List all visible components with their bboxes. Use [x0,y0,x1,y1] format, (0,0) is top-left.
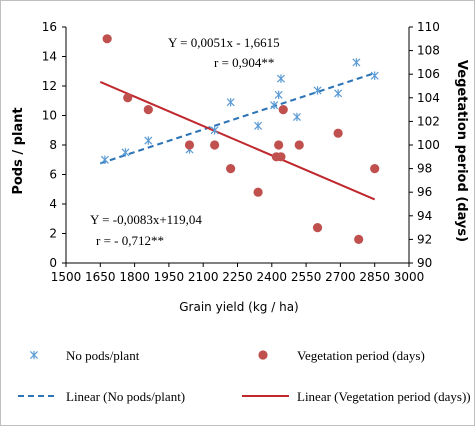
legend-marker-veg [258,350,268,360]
y-left-tick-label: 16 [42,20,57,34]
vegetation-point [333,128,343,138]
x-tick-label: 2550 [291,270,322,284]
pods-point [276,74,285,83]
vegetation-point [274,140,284,150]
x-tick-label: 1500 [51,270,82,284]
vegetation-point [294,140,304,150]
trendline-vegetation [99,81,376,201]
pods-point [270,100,279,110]
y-right-tick-label: 98 [417,162,432,176]
vegetation-point [184,140,195,150]
x-tick-label: 2250 [222,270,253,284]
y-left-tick-label: 6 [49,168,57,182]
y-right-tick-label: 96 [417,185,432,199]
y-left-tick-label: 0 [49,256,57,270]
vegetation-point [210,140,220,150]
pods-point [274,90,283,100]
x-axis-title: Grain yield (kg / ha) [179,300,298,314]
pods-point [292,112,301,122]
y-right-tick-label: 102 [417,114,440,128]
vegetation-point [278,105,288,115]
vegetation-point [123,93,133,103]
pods-point [210,126,219,135]
pods-point [313,86,322,95]
y-right-tick-label: 100 [417,138,440,152]
trendline-pods [99,72,376,165]
veg-r: r = - 0,712** [96,233,164,248]
veg-equation: Y = -0,0083x+119,04 [90,212,202,227]
legend-label-pods: No pods/plant [66,348,140,363]
vegetation-point [276,152,286,162]
x-tick-label: 2700 [325,270,356,284]
markers [100,34,380,244]
y-right-tick-label: 92 [417,232,432,246]
x-tick-label: 2850 [359,270,390,284]
legend: No pods/plant Vegetation period (days) L… [18,348,471,404]
trendlines [99,72,376,201]
pods-point [370,71,379,80]
y-left-tick-label: 2 [49,227,57,241]
y-right-tick-label: 110 [417,20,440,34]
y-right-tick-label: 104 [417,91,440,105]
pods-r: r = 0,904** [214,55,274,70]
pods-point [226,98,235,107]
vegetation-point [253,187,263,197]
x-tick-label: 2100 [188,270,219,284]
legend-asterisk [29,350,39,360]
pods-point [352,58,361,67]
legend-marker-pods [29,350,39,360]
y-left-axis-title: Pods / plant [11,107,26,194]
pods-point [254,121,263,131]
y-left-tick-label: 10 [42,109,57,123]
pods-point [144,136,153,145]
y-right-tick-label: 90 [417,256,432,270]
y-left-tick-label: 12 [42,79,57,93]
pods-point [334,89,343,98]
x-tick-label: 1800 [119,270,150,284]
vegetation-point [312,223,323,233]
legend-label-linear-pods: Linear (No pods/plant) [66,389,185,404]
legend-label-linear-veg: Linear (Vegetation period (days)) [297,389,471,404]
y-left-tick-label: 8 [49,138,57,152]
pods-equation: Y = 0,0051x - 1,6615 [168,35,280,50]
vegetation-point [354,234,364,244]
vegetation-point [102,34,112,44]
ticks: 1500 1650 1800 1950 2100 2250 2400 2550 2700 2850… [42,20,440,284]
y-left-tick-label: 14 [42,50,57,64]
y-right-axis-title: Vegetation period (days) [454,60,469,242]
equation-labels: Y = 0,0051x - 1,6615 r = 0,904** Y = -0,… [90,35,280,248]
legend-circle [258,350,268,360]
pods-point [100,155,109,164]
pods-point [121,148,130,157]
y-right-tick-label: 94 [417,209,432,223]
vegetation-point [370,164,380,174]
legend-label-veg: Vegetation period (days) [297,348,425,363]
x-tick-label: 1650 [85,270,116,284]
y-right-tick-label: 106 [417,67,440,81]
x-tick-label: 2400 [257,270,288,284]
y-right-tick-label: 108 [417,44,440,58]
vegetation-point [226,164,236,174]
vegetation-point [143,105,153,115]
x-tick-label: 1950 [154,270,185,284]
x-tick-label: 3000 [394,270,425,284]
y-left-tick-label: 4 [49,197,57,211]
